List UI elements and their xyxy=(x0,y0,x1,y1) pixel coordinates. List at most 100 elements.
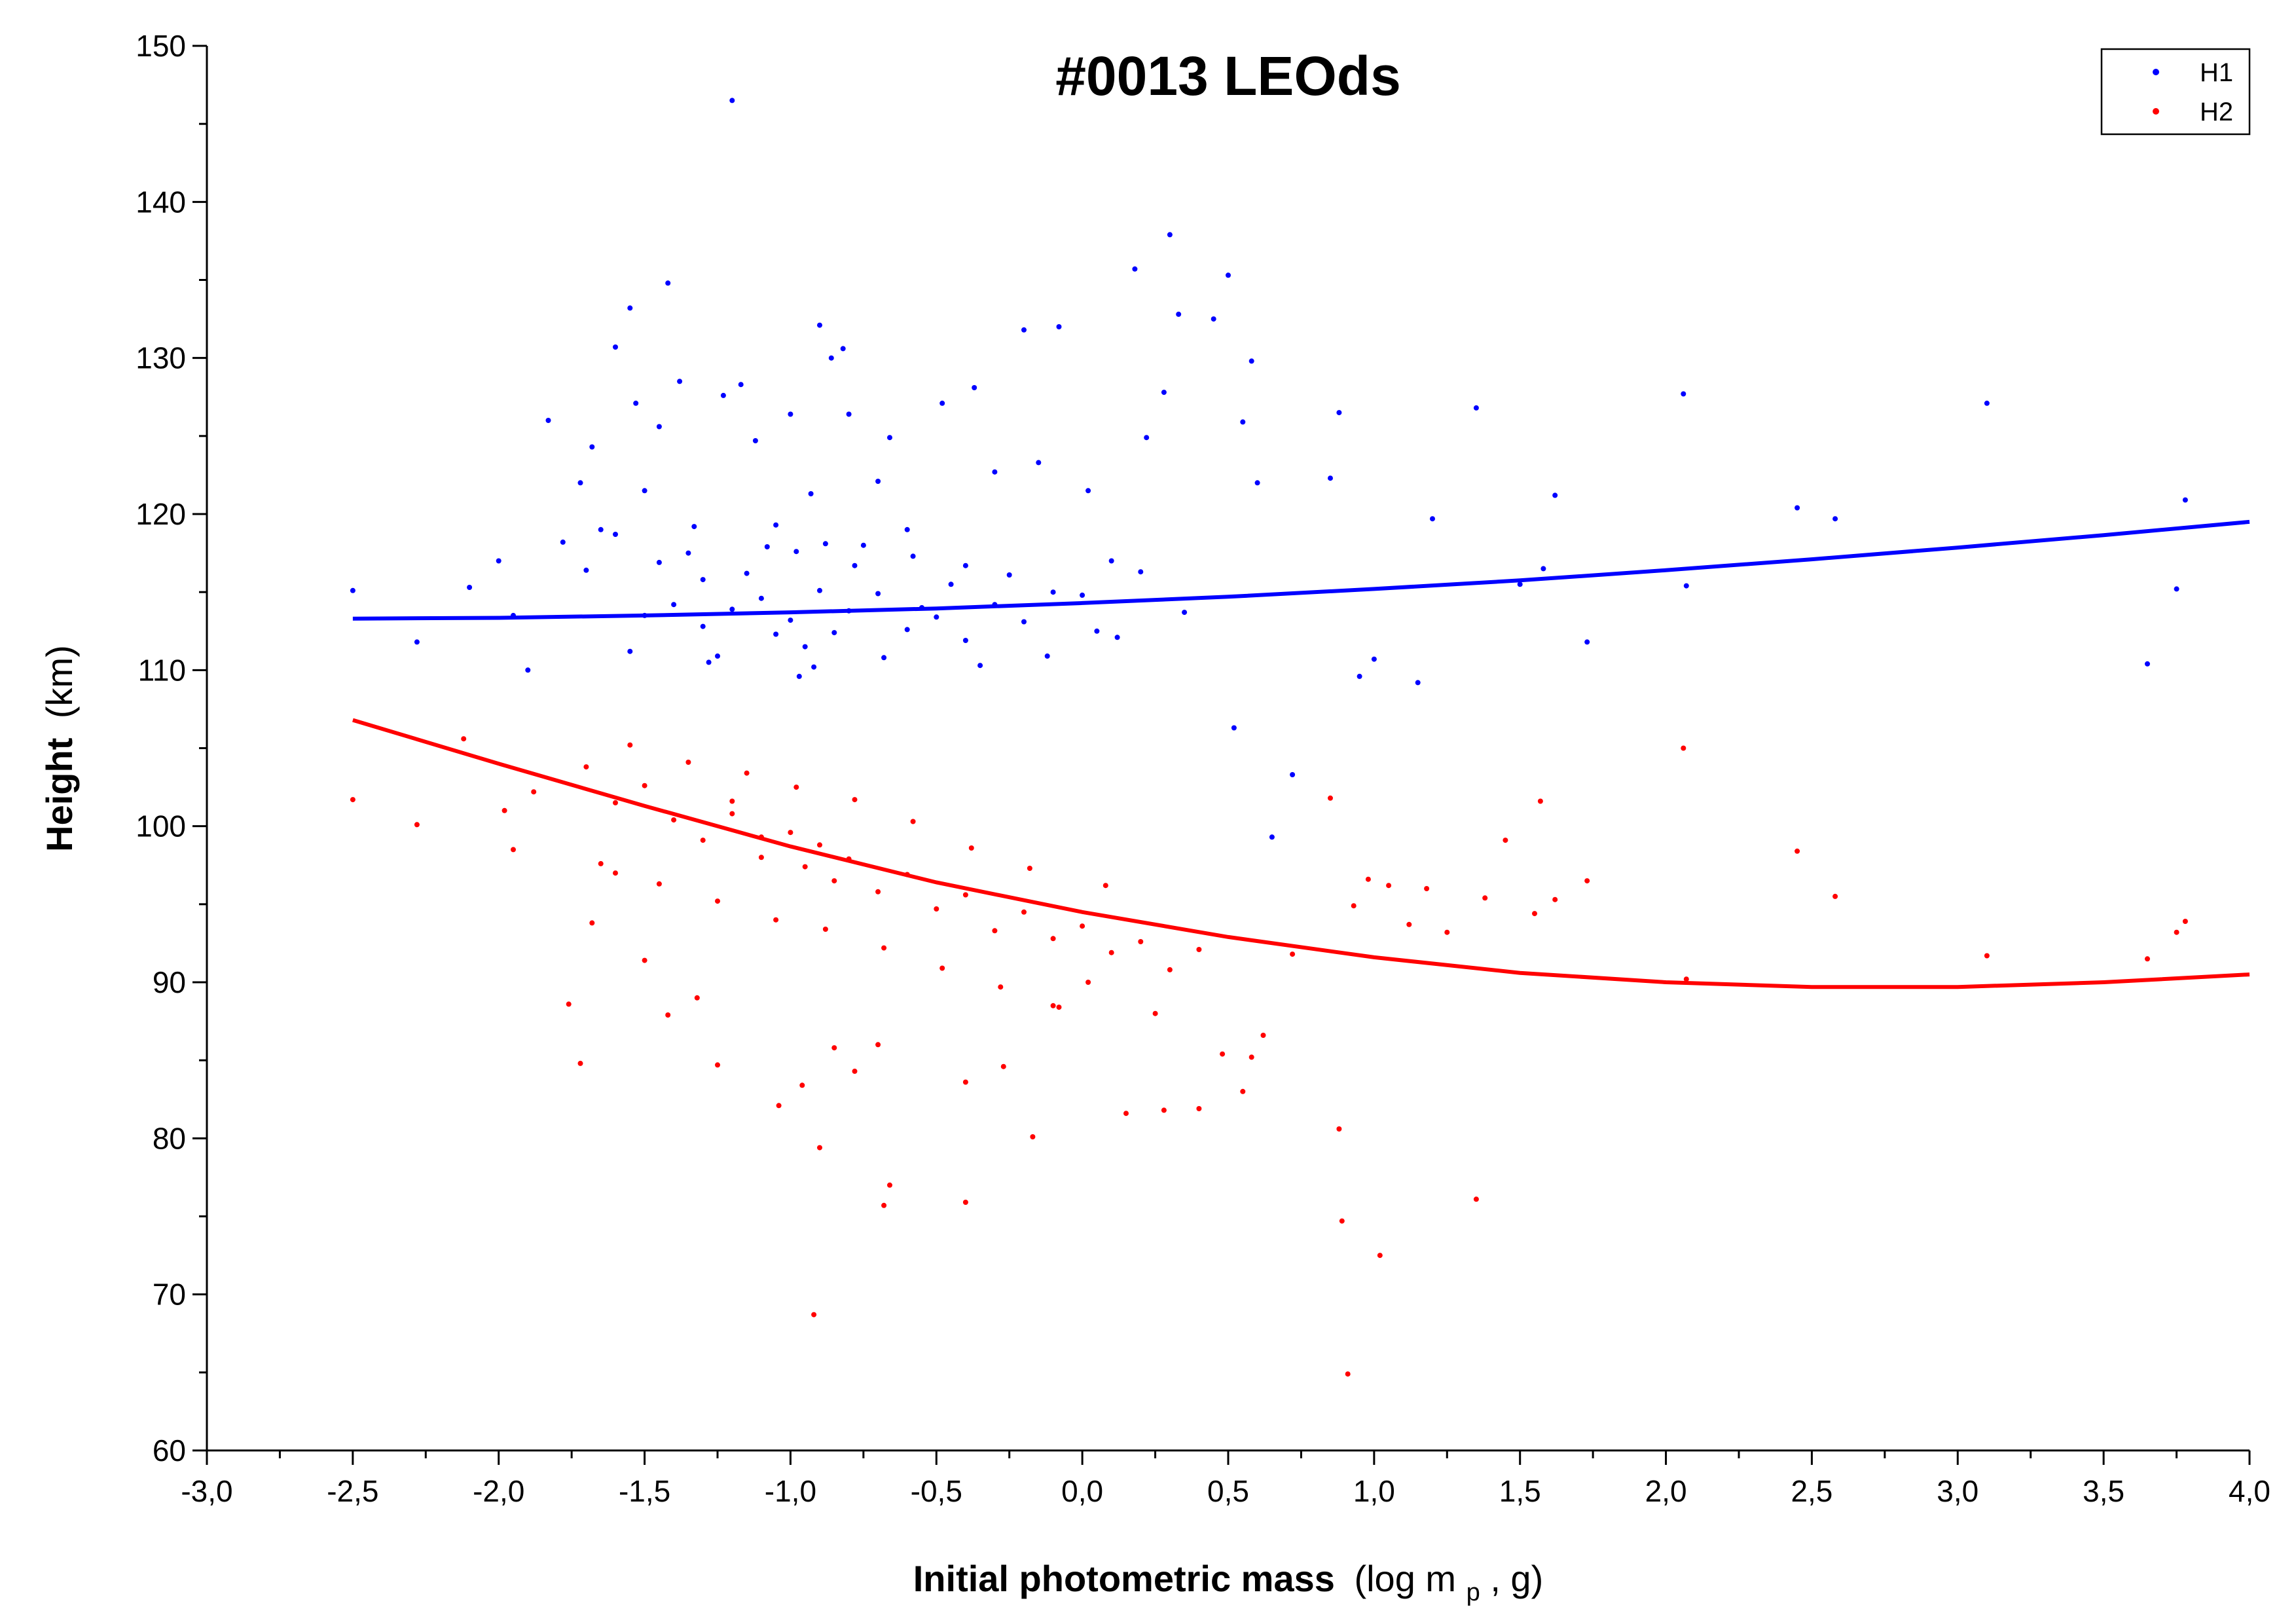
point-h1 xyxy=(1240,419,1246,425)
point-h2 xyxy=(1584,878,1590,884)
point-h2 xyxy=(758,834,764,840)
point-h1 xyxy=(613,532,618,537)
point-h1 xyxy=(992,602,998,608)
point-h1 xyxy=(642,612,647,618)
point-h1 xyxy=(860,542,866,548)
scatter-points xyxy=(350,98,2188,1377)
x-tick-label: 3,0 xyxy=(1937,1474,1978,1508)
x-tick-label: -3,0 xyxy=(181,1474,232,1508)
point-h1 xyxy=(1211,316,1216,322)
point-h1 xyxy=(1167,232,1173,238)
legend-box xyxy=(2100,48,2251,136)
point-h2 xyxy=(1152,1010,1158,1016)
point-h1 xyxy=(977,663,983,669)
point-h1 xyxy=(1473,405,1479,411)
point-h1 xyxy=(1984,400,1990,406)
x-tick-label: -1,0 xyxy=(765,1474,816,1508)
point-h2 xyxy=(1161,1107,1167,1113)
point-h2 xyxy=(875,1042,881,1048)
point-h2 xyxy=(511,847,516,853)
legend-label-h2: H2 xyxy=(2200,98,2233,126)
point-h2 xyxy=(1365,876,1371,882)
y-tick-label: 150 xyxy=(136,29,186,63)
x-tick-label: -0,5 xyxy=(911,1474,962,1508)
point-h1 xyxy=(1248,358,1254,364)
point-h1 xyxy=(1231,725,1237,731)
point-h2 xyxy=(831,878,837,884)
point-h2 xyxy=(715,1062,720,1068)
point-h2 xyxy=(665,1012,671,1018)
point-h1 xyxy=(1430,516,1435,522)
point-h1 xyxy=(2145,661,2150,667)
point-h1 xyxy=(583,567,589,573)
point-h1 xyxy=(729,606,735,612)
y-tick-label: 100 xyxy=(136,809,186,843)
point-h1 xyxy=(1182,610,1188,616)
x-axis-title-main: Initial photometric mass xyxy=(913,1558,1335,1599)
point-h2 xyxy=(1220,1051,1226,1057)
x-tick-label: 2,0 xyxy=(1645,1474,1687,1508)
point-h2 xyxy=(793,784,799,790)
point-h2 xyxy=(934,906,939,912)
point-h1 xyxy=(788,618,793,623)
point-h1 xyxy=(1540,566,1546,572)
x-tick-label: 1,5 xyxy=(1499,1474,1541,1508)
x-axis-title: Initial photometric mass (log m p , g) xyxy=(913,1558,1543,1608)
point-h2 xyxy=(642,783,647,788)
point-h1 xyxy=(934,614,939,620)
point-h1 xyxy=(642,488,647,494)
point-h1 xyxy=(828,355,834,361)
point-h2 xyxy=(744,770,750,776)
y-tick-label: 140 xyxy=(136,185,186,219)
point-h1 xyxy=(414,639,420,645)
x-tick-label: -1,5 xyxy=(619,1474,670,1508)
point-h2 xyxy=(831,1045,837,1051)
point-h2 xyxy=(1832,893,1838,899)
point-h1 xyxy=(822,541,828,547)
fit-curve-h2 xyxy=(352,718,2250,989)
point-h1 xyxy=(1415,680,1421,686)
point-h2 xyxy=(1377,1253,1383,1259)
point-h2 xyxy=(992,928,998,934)
fit-curves xyxy=(352,519,2250,989)
point-h1 xyxy=(2182,497,2188,503)
point-h1 xyxy=(1176,311,1182,317)
point-h2 xyxy=(1444,929,1450,935)
point-h1 xyxy=(1138,569,1144,575)
point-h1 xyxy=(560,539,566,545)
point-h1 xyxy=(656,559,662,565)
point-h1 xyxy=(904,627,910,633)
point-h2 xyxy=(758,855,764,860)
point-h2 xyxy=(1328,795,1333,801)
y-tick-label: 90 xyxy=(153,965,186,999)
fit-curve-h1 xyxy=(352,519,2250,621)
point-h2 xyxy=(1984,953,1990,959)
point-h2 xyxy=(1027,866,1032,871)
point-h2 xyxy=(1108,950,1114,955)
x-axis-title-subscript: p xyxy=(1467,1579,1480,1606)
point-h2 xyxy=(729,811,735,817)
point-h1 xyxy=(545,418,551,423)
point-h2 xyxy=(1196,947,1202,952)
point-h2 xyxy=(694,995,700,1001)
point-h2 xyxy=(715,898,720,904)
point-h1 xyxy=(1021,327,1027,333)
point-h2 xyxy=(1795,848,1800,854)
point-h1 xyxy=(665,280,671,286)
point-h2 xyxy=(773,917,779,923)
y-tick-label: 60 xyxy=(153,1433,186,1467)
point-h1 xyxy=(1108,558,1114,564)
point-h1 xyxy=(700,623,706,629)
point-h1 xyxy=(656,424,662,430)
point-h2 xyxy=(350,797,355,803)
point-h1 xyxy=(758,595,764,601)
point-h2 xyxy=(685,760,691,765)
point-h2 xyxy=(613,800,618,805)
point-h2 xyxy=(566,1001,572,1007)
point-h1 xyxy=(1254,480,1260,486)
point-h1 xyxy=(1552,492,1558,498)
point-h2 xyxy=(962,892,968,898)
point-h2 xyxy=(1138,939,1144,944)
point-h1 xyxy=(773,631,779,637)
point-h2 xyxy=(1345,1371,1351,1377)
